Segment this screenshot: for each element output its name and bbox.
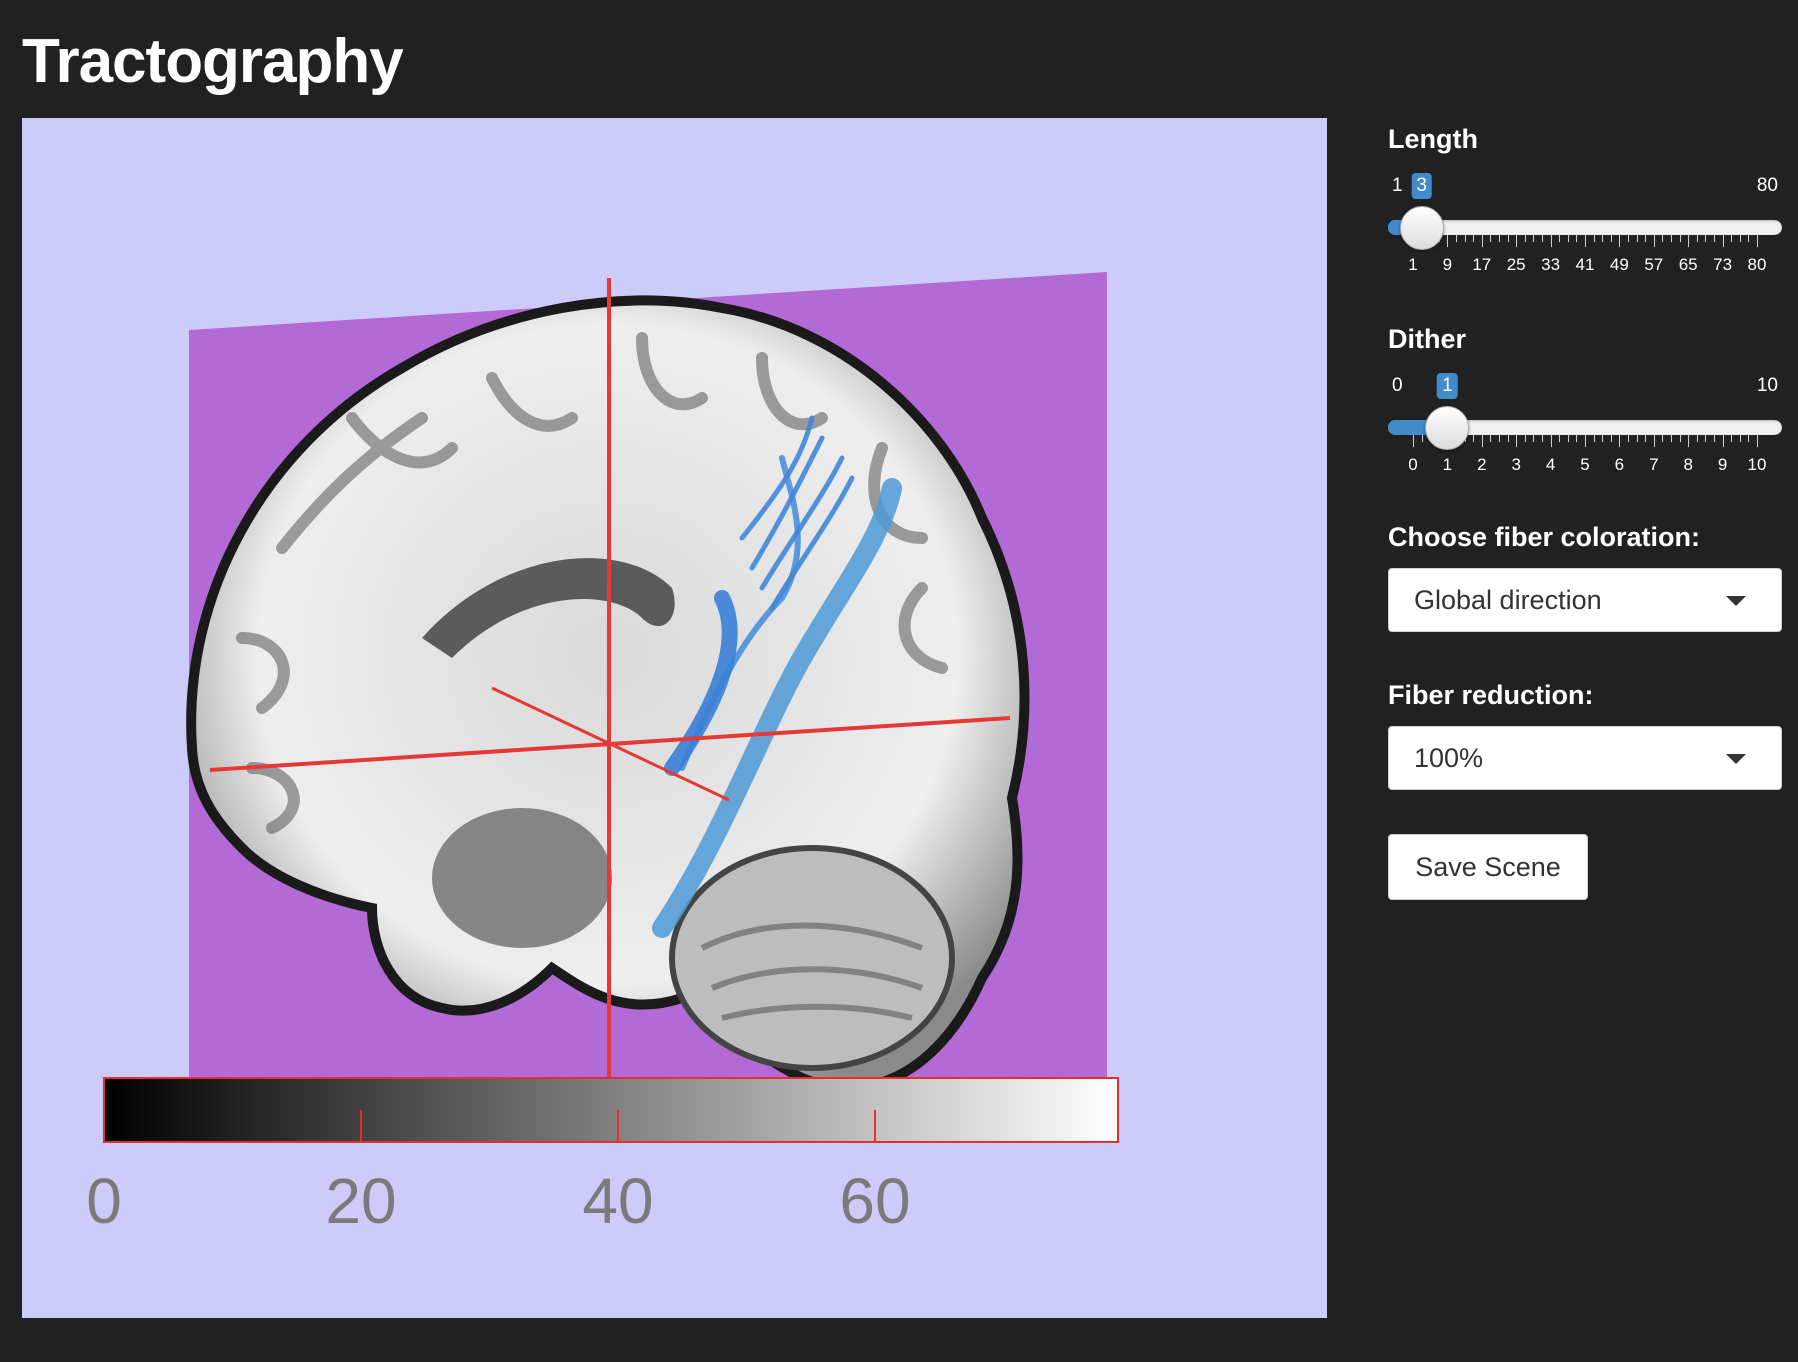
fiber-coloration-label: Choose fiber coloration: <box>1388 522 1701 552</box>
tractography-viewer[interactable]: 0 20 40 60 <box>22 118 1327 1318</box>
length-tick-label: 65 <box>1678 255 1698 274</box>
length-label: Length <box>1388 124 1478 154</box>
length-tick-label: 49 <box>1609 255 1629 274</box>
length-tick-label: 41 <box>1575 255 1595 274</box>
length-max-label: 80 <box>1756 175 1778 196</box>
dither-tick-label: 8 <box>1683 455 1693 474</box>
dither-tick-label: 4 <box>1545 455 1556 474</box>
colorbar-tick-label: 60 <box>839 1165 910 1237</box>
dither-value-bubble: 1 <box>1437 373 1458 399</box>
length-tick-label: 73 <box>1713 255 1733 274</box>
dither-tick-label: 10 <box>1747 455 1767 474</box>
length-handle[interactable] <box>1399 206 1444 250</box>
page-title: Tractography <box>22 27 404 96</box>
fiber-bundles <box>652 415 902 938</box>
dither-track[interactable] <box>1388 420 1782 435</box>
dither-tick-label: 5 <box>1580 455 1590 474</box>
colorbar-tick-label: 0 <box>86 1165 122 1237</box>
fiber-reduction-select[interactable]: 100% <box>1388 726 1782 790</box>
fiber-reduction-value: 100% <box>1414 743 1484 773</box>
chevron-down-icon <box>1726 596 1746 606</box>
length-tick-label: 33 <box>1541 255 1561 274</box>
dither-min-label: 0 <box>1392 375 1403 396</box>
save-scene-button[interactable]: Save Scene <box>1388 834 1588 900</box>
colorbar-tick-label: 20 <box>325 1165 396 1237</box>
dither-handle[interactable] <box>1425 406 1470 450</box>
dither-ticks <box>1388 435 1782 449</box>
dither-tick-label: 2 <box>1477 455 1487 474</box>
length-ticks <box>1388 235 1782 249</box>
dither-tick-label: 6 <box>1614 455 1625 474</box>
length-slider[interactable]: 1 80 3 1 9 17 25 33 41 49 57 65 73 80 <box>1388 163 1782 274</box>
chevron-down-icon <box>1726 754 1746 764</box>
dither-max-label: 10 <box>1756 375 1778 396</box>
length-min-label: 1 <box>1392 175 1403 196</box>
brain-scene[interactable]: 0 20 40 60 <box>22 118 1327 1318</box>
dither-slider[interactable]: 0 10 1 0 1 2 3 4 5 6 7 8 9 10 <box>1388 363 1782 474</box>
dither-tick-label: 7 <box>1649 455 1659 474</box>
length-tick-label: 80 <box>1747 255 1767 274</box>
length-value-bubble: 3 <box>1411 173 1432 199</box>
length-track[interactable] <box>1388 220 1782 235</box>
crosshair <box>209 278 1011 1123</box>
length-tick-label: 9 <box>1442 255 1453 274</box>
fiber-reduction-label: Fiber reduction: <box>1388 680 1594 710</box>
dither-tick-label: 0 <box>1408 455 1418 474</box>
fiber-coloration-value: Global direction <box>1414 585 1602 615</box>
colorbar-tick-label: 40 <box>582 1165 653 1237</box>
fiber-coloration-select[interactable]: Global direction <box>1388 568 1782 632</box>
dither-tick-label: 1 <box>1442 455 1453 474</box>
colorbar: 0 20 40 60 <box>86 1077 1119 1237</box>
length-tick-label: 17 <box>1472 255 1492 274</box>
length-tick-label: 25 <box>1506 255 1526 274</box>
length-tick-label: 1 <box>1408 255 1418 274</box>
dither-tick-label: 3 <box>1511 455 1521 474</box>
dither-tick-label: 9 <box>1717 455 1728 474</box>
length-tick-label: 57 <box>1644 255 1664 274</box>
dither-label: Dither <box>1388 324 1467 354</box>
